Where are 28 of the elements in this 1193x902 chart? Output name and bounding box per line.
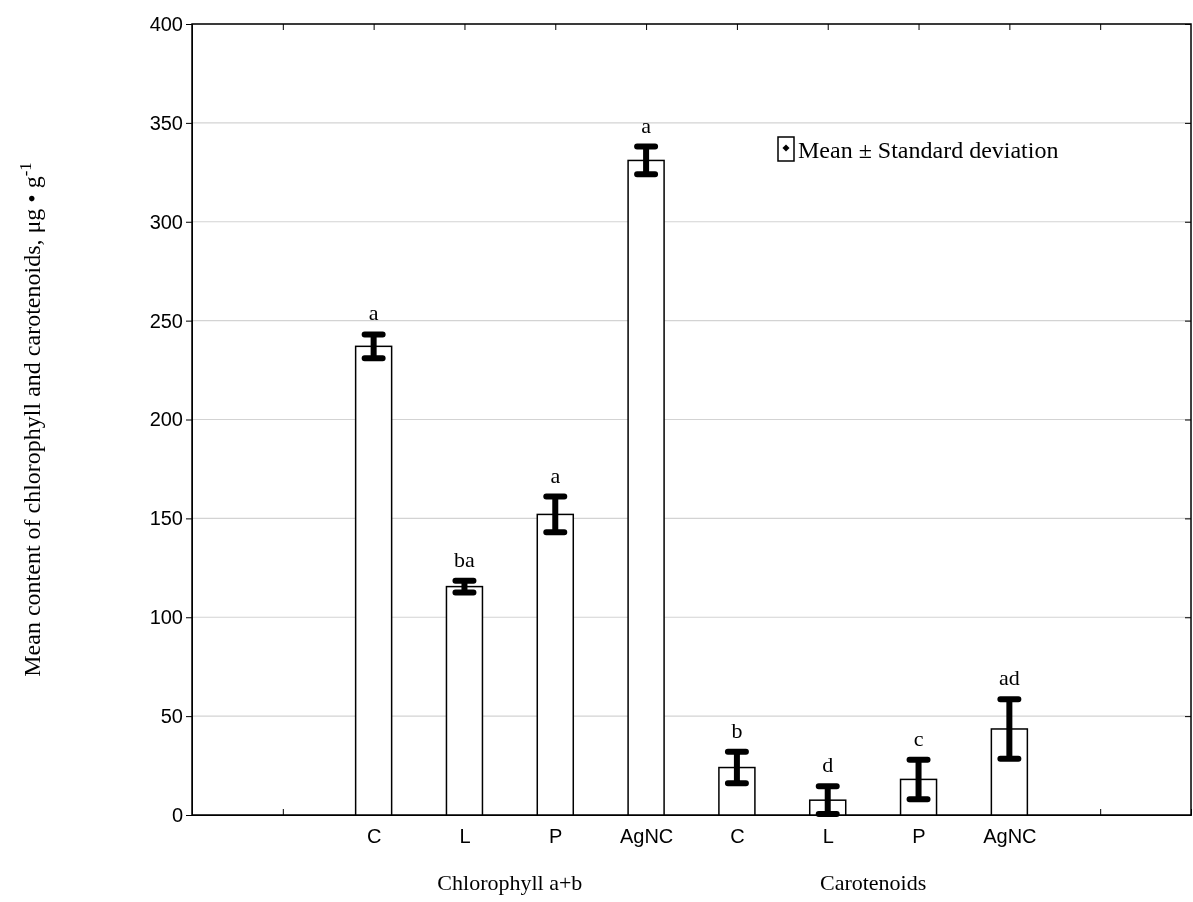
x-tick-label: C xyxy=(730,825,745,848)
x-tick-label: L xyxy=(459,825,471,848)
y-tick-label: 0 xyxy=(171,803,183,826)
data-label: c xyxy=(913,725,924,751)
legend-label: Mean ± Standard deviation xyxy=(798,137,1059,163)
y-tick-label: 200 xyxy=(149,408,183,431)
y-tick-label: 300 xyxy=(149,210,183,233)
x-tick-label: L xyxy=(822,825,834,848)
y-tick-label: 50 xyxy=(160,705,183,728)
text: Chlorophyll a+b xyxy=(437,870,583,895)
y-tick-label: 100 xyxy=(149,606,183,629)
data-label: b xyxy=(731,717,743,743)
data-label: ba xyxy=(454,546,476,572)
y-tick-label: 400 xyxy=(149,12,183,35)
data-label: a xyxy=(641,112,652,138)
y-tick-label: 250 xyxy=(149,309,183,332)
x-tick-label: P xyxy=(912,825,926,848)
x-tick-label: C xyxy=(366,825,382,848)
data-label: d xyxy=(822,752,834,778)
y-tick-label: 350 xyxy=(149,111,183,134)
data-label: a xyxy=(550,462,561,488)
x-tick-label: AgNC xyxy=(619,825,674,848)
data-label: a xyxy=(368,300,379,326)
x-tick-label: AgNC xyxy=(983,825,1037,848)
y-tick-label: 150 xyxy=(149,507,183,530)
data-label: ad xyxy=(998,665,1020,691)
text: Carotenoids xyxy=(819,870,927,895)
x-tick-label: P xyxy=(549,825,563,848)
